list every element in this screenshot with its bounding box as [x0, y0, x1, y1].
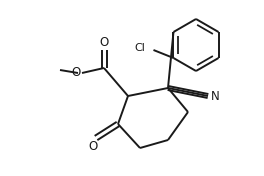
- Text: O: O: [72, 67, 81, 80]
- Text: Cl: Cl: [135, 43, 145, 53]
- Text: O: O: [99, 36, 109, 49]
- Text: O: O: [88, 140, 98, 152]
- Text: N: N: [211, 90, 219, 102]
